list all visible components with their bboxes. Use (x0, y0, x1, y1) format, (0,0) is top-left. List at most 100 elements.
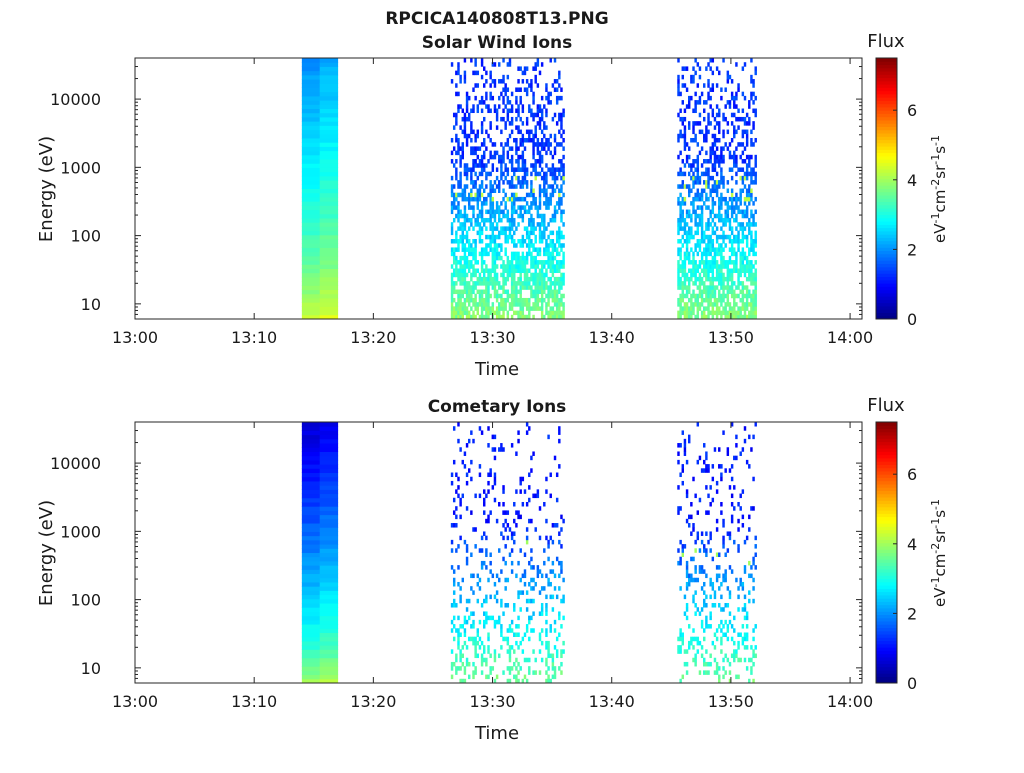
heatmap-cell (709, 87, 712, 92)
heatmap-cell (728, 247, 732, 252)
heatmap-cell (692, 209, 695, 215)
heatmap-cell (677, 83, 680, 88)
heatmap-cell (733, 281, 736, 286)
heatmap-cell (752, 434, 755, 440)
heatmap-cell (534, 302, 537, 307)
y-axis-label: Energy (eV) (36, 136, 57, 242)
heatmap-cell (461, 142, 464, 147)
heatmap-cell (696, 422, 700, 427)
heatmap-cell (319, 661, 339, 667)
heatmap-cell (510, 314, 514, 320)
heatmap-cell (549, 201, 552, 206)
heatmap-cell (470, 289, 473, 295)
heatmap-cell (752, 661, 755, 667)
heatmap-cell (754, 159, 757, 164)
heatmap-cell (720, 243, 723, 248)
heatmap-cell (301, 434, 321, 440)
heatmap-cell (525, 501, 529, 507)
heatmap-cell (558, 281, 561, 286)
heatmap-cell (698, 222, 702, 227)
heatmap-cell (707, 260, 710, 265)
heatmap-cell (506, 603, 510, 608)
heatmap-cell (463, 167, 467, 172)
heatmap-cell (720, 167, 723, 172)
heatmap-cell (489, 213, 492, 219)
heatmap-cell (726, 447, 730, 452)
heatmap-cell (480, 264, 484, 269)
heatmap-cell (510, 285, 514, 290)
heatmap-cell (692, 310, 695, 316)
heatmap-cell (677, 506, 680, 511)
heatmap-cell (685, 222, 689, 227)
heatmap-cell (461, 247, 464, 252)
heatmap-cell (743, 184, 747, 189)
heatmap-cell (536, 247, 540, 252)
heatmap-cell (470, 510, 473, 515)
heatmap-cell (506, 87, 510, 92)
heatmap-cell (705, 133, 708, 139)
heatmap-cell (694, 293, 697, 299)
colorbar-swatch (876, 263, 897, 268)
heatmap-cell (301, 598, 321, 604)
heatmap-cell (700, 217, 704, 223)
heatmap-cell (560, 230, 563, 236)
heatmap-cell (513, 285, 516, 290)
heatmap-cell (540, 293, 544, 299)
heatmap-cell (480, 74, 484, 80)
heatmap-cell (502, 276, 505, 282)
heatmap-cell (319, 426, 339, 431)
heatmap-cell (694, 137, 697, 143)
heatmap-cell (465, 260, 469, 265)
colorbar-tick-label: 0 (907, 674, 917, 693)
heatmap-cell (536, 150, 540, 156)
heatmap-cell (694, 243, 697, 248)
heatmap-cell (730, 243, 734, 248)
heatmap-cell (301, 581, 321, 587)
heatmap-cell (534, 142, 537, 147)
heatmap-cell (692, 260, 695, 265)
heatmap-cell (687, 171, 691, 177)
heatmap-cell (532, 91, 535, 97)
heatmap-cell (687, 640, 691, 646)
heatmap-cell (455, 628, 458, 633)
heatmap-cell (741, 260, 745, 265)
heatmap-cell (709, 276, 712, 282)
heatmap-cell (683, 108, 687, 114)
heatmap-cell (741, 514, 745, 520)
heatmap-cell (517, 514, 520, 520)
heatmap-cell (545, 175, 548, 181)
heatmap-cell (532, 112, 535, 118)
heatmap-cell (521, 649, 525, 654)
heatmap-cell (713, 150, 717, 156)
heatmap-cell (745, 293, 749, 299)
heatmap-cell (301, 230, 321, 236)
heatmap-cell (489, 180, 492, 185)
heatmap-cell (709, 154, 712, 160)
heatmap-cell (467, 297, 471, 303)
heatmap-cell (748, 163, 751, 168)
heatmap-cell (521, 281, 525, 286)
heatmap-cell (483, 510, 486, 515)
heatmap-cell (506, 167, 510, 172)
heatmap-cell (301, 133, 321, 139)
heatmap-cell (754, 653, 757, 659)
heatmap-cell (711, 586, 715, 591)
heatmap-cell (560, 167, 563, 172)
heatmap-cell (491, 188, 495, 194)
heatmap-cell (735, 226, 738, 231)
heatmap-cell (750, 314, 753, 320)
heatmap-cell (705, 260, 708, 265)
heatmap-cell (713, 180, 717, 185)
heatmap-cell (459, 310, 462, 316)
heatmap-cell (730, 653, 734, 659)
heatmap-cell (485, 314, 488, 320)
heatmap-cell (690, 167, 693, 172)
heatmap-cell (519, 87, 522, 92)
heatmap-cell (493, 180, 497, 185)
heatmap-cell (735, 293, 738, 299)
heatmap-cell (538, 171, 542, 177)
heatmap-cell (532, 586, 535, 591)
heatmap-cell (480, 281, 484, 286)
heatmap-cell (685, 184, 689, 189)
heatmap-cell (700, 146, 704, 151)
